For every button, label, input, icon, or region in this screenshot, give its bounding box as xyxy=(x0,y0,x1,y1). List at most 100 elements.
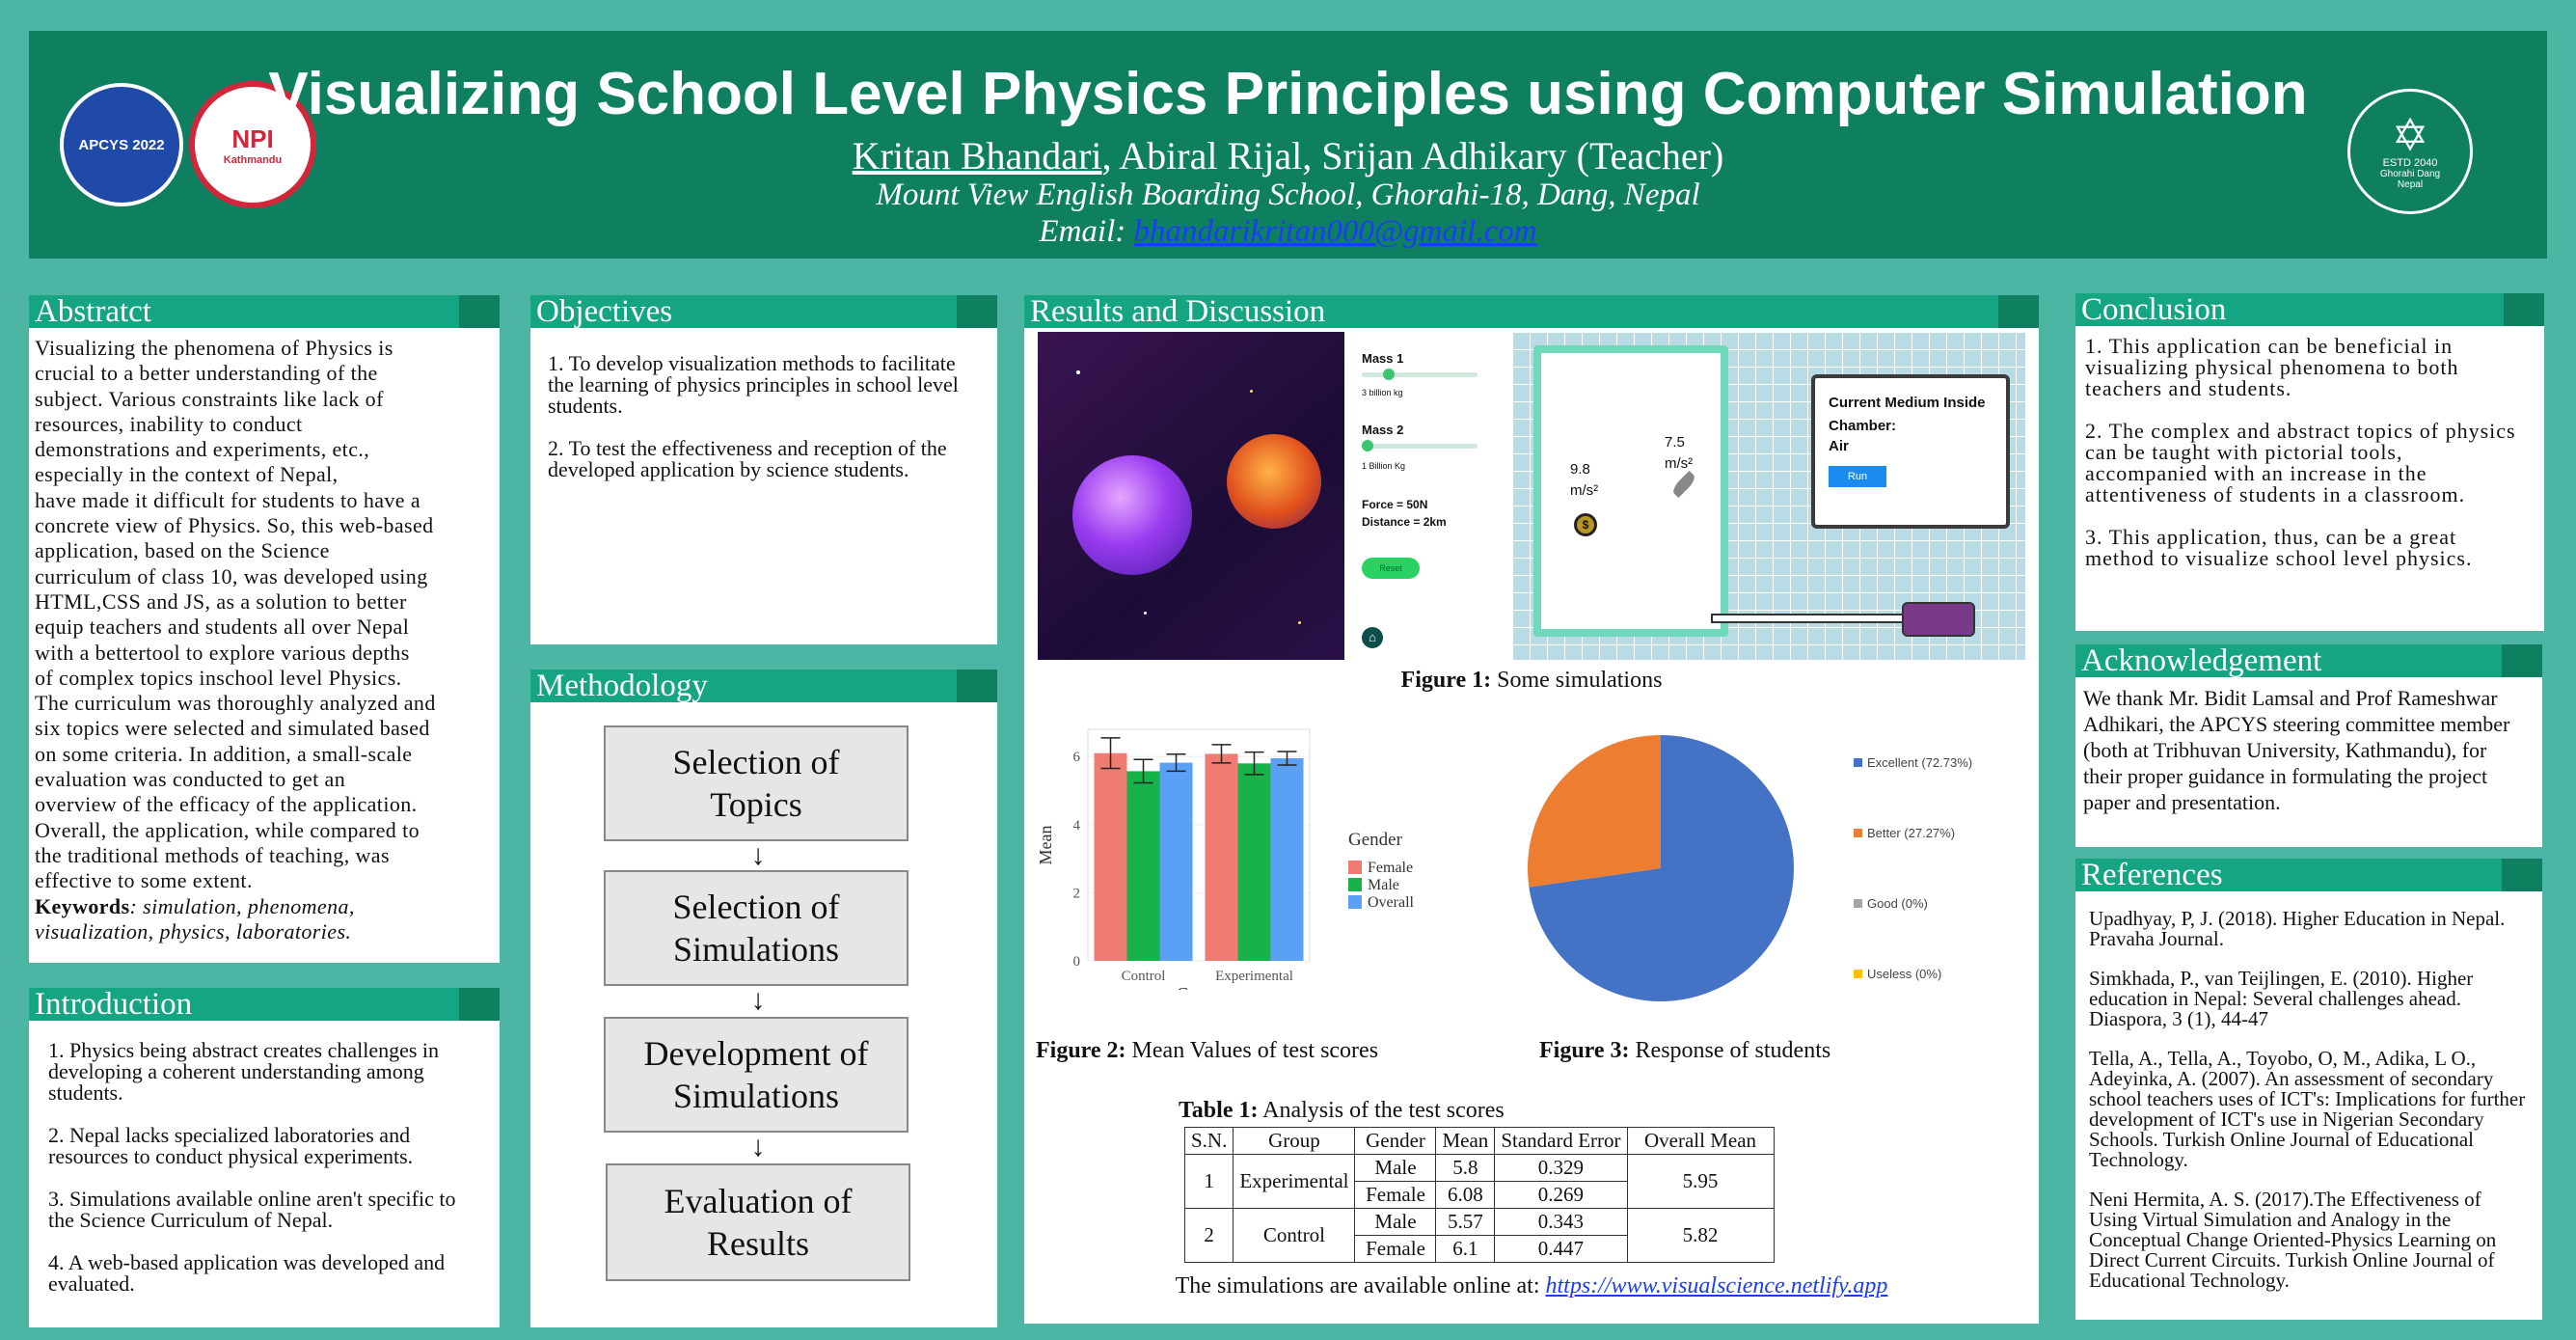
slider-thumb[interactable] xyxy=(1383,369,1395,380)
bar xyxy=(1126,771,1160,961)
list-item: 2. The complex and abstract topics of ph… xyxy=(2085,419,2516,506)
references-heading: References xyxy=(2081,858,2223,892)
table-cell: Female xyxy=(1354,1235,1437,1263)
accel1-unit: m/s² xyxy=(1570,482,1599,499)
method-step-3: Development of Simulations xyxy=(604,1017,908,1133)
abstract-line: Overall, the application, while compared… xyxy=(35,817,420,842)
freefall-simulation: 9.8 m/s² $ 7.5 m/s² Current Medium Insid… xyxy=(1512,332,2025,660)
abstract-line: overview of the efficacy of the applicat… xyxy=(35,792,418,817)
abstract-line: have made it difficult for students to h… xyxy=(35,487,421,512)
list-item: 1. To develop visualization methods to f… xyxy=(548,351,959,418)
y-tick-label: 0 xyxy=(1073,954,1081,970)
abstract-line: of complex topics inschool level Physics… xyxy=(35,665,402,690)
legend-swatch xyxy=(1854,758,1862,767)
email-link[interactable]: bhandarikritan000@gmail.com xyxy=(1133,214,1537,249)
star xyxy=(1076,370,1080,374)
acknowledgement-heading: Acknowledgement xyxy=(2081,643,2322,678)
table-cell: 2 xyxy=(1183,1208,1234,1263)
objectives-section: Objectives 1. To develop visualization m… xyxy=(530,295,997,644)
bar xyxy=(1237,763,1271,961)
online-link[interactable]: https://www.visualscience.netlify.app xyxy=(1545,1273,1888,1299)
slider-thumb[interactable] xyxy=(1362,440,1373,451)
section-heading: Abstratct xyxy=(29,295,500,328)
abstract-line: crucial to a better understanding of the xyxy=(35,361,378,386)
abstract-section: Abstratct Visualizing the phenomena of P… xyxy=(29,295,500,963)
mass1-slider[interactable] xyxy=(1362,369,1478,380)
method-step-label: Selection of Topics xyxy=(672,743,840,824)
column-header: Gender xyxy=(1354,1127,1437,1155)
table-cell: Female xyxy=(1354,1181,1437,1209)
table-cell: 0.343 xyxy=(1494,1208,1628,1236)
fig-label: Figure 2: xyxy=(1036,1038,1126,1063)
abstract-line: six topics were selected and simulated b… xyxy=(35,716,430,741)
other-authors: , Abiral Rijal, Srijan Adhikary (Teacher… xyxy=(1101,134,1724,178)
legend-label: Useless (0%) xyxy=(1867,967,1941,981)
medium-title: Current Medium Inside Chamber: xyxy=(1829,395,1986,434)
table-caption-text: Analysis of the test scores xyxy=(1258,1098,1505,1123)
column-header: Group xyxy=(1233,1127,1356,1155)
school-logo: ✡ ESTD 2040 Ghorahi Dang Nepal xyxy=(2347,89,2473,214)
legend-label: Overall xyxy=(1368,894,1415,911)
email-line: Email: bhandarikritan000@gmail.com xyxy=(29,214,2547,250)
coin-icon: $ xyxy=(1574,513,1597,536)
fig-label: Figure 1: xyxy=(1400,668,1492,693)
accel1-value: 9.8 xyxy=(1570,461,1590,478)
medium-card: Current Medium Inside Chamber: Air Run xyxy=(1811,374,2010,529)
legend-label: Better (27.27%) xyxy=(1867,826,1955,840)
accel2-unit: m/s² xyxy=(1665,455,1694,472)
table-caption: Table 1: Analysis of the test scores xyxy=(1179,1098,1564,1124)
list-item: 3. Simulations available online aren't s… xyxy=(48,1187,456,1232)
conclusion-section: Conclusion 1. This application can be be… xyxy=(2075,293,2544,631)
abstract-line: the traditional methods of teaching, was xyxy=(35,842,390,867)
bar-chart: 0 2 4 6 Control ExperimentalGroup Mean Gender Fe… xyxy=(1036,728,1415,990)
objectives-heading: Objectives xyxy=(536,294,673,329)
mass2-slider[interactable] xyxy=(1362,440,1478,451)
arrow-down-icon: ↓ xyxy=(750,984,766,1016)
y-axis-label: Mean xyxy=(1036,826,1055,865)
star xyxy=(1144,612,1147,615)
simulation-controls: Mass 1 3 billion kg Mass 2 1 Billion Kg … xyxy=(1344,332,1489,660)
abstract-line: application, based on the Science xyxy=(35,538,330,563)
list-item: 2. To test the effectiveness and recepti… xyxy=(548,436,947,481)
legend-swatch xyxy=(1348,878,1362,891)
results-section: Results and Discussion Mass 1 3 billion … xyxy=(1024,295,2039,1324)
table-cell: 1 xyxy=(1183,1154,1234,1209)
references-section: References Upadhyay, P, J. (2018). Highe… xyxy=(2075,859,2542,1320)
table-row: Female 6.1 0.447 xyxy=(1185,1235,1775,1263)
introduction-list: 1. Physics being abstract creates challe… xyxy=(48,1040,486,1316)
table-cell: 0.329 xyxy=(1494,1154,1628,1182)
run-button[interactable]: Run xyxy=(1829,466,1886,487)
column-header: Overall Mean xyxy=(1626,1127,1775,1155)
pie-slice xyxy=(1529,735,1794,1001)
fig-caption-text: Response of students xyxy=(1629,1038,1831,1063)
heading-tab xyxy=(459,295,500,328)
accel2-value: 7.5 xyxy=(1665,434,1685,451)
table-cell: 6.1 xyxy=(1435,1235,1496,1263)
table-cell: Experimental xyxy=(1233,1154,1356,1209)
home-icon[interactable]: ⌂ xyxy=(1362,627,1383,648)
legend-swatch xyxy=(1348,861,1362,874)
online-text: The simulations are available online at: xyxy=(1175,1273,1546,1299)
table-cell: Male xyxy=(1354,1208,1437,1236)
objectives-list: 1. To develop visualization methods to f… xyxy=(548,353,984,502)
abstract-line: subject. Various constraints like lack o… xyxy=(35,386,384,411)
star xyxy=(1250,390,1253,393)
space-simulation xyxy=(1038,332,1344,660)
bar xyxy=(1094,752,1127,961)
table-cell: 5.82 xyxy=(1626,1208,1775,1263)
method-step-label: Development of Simulations xyxy=(643,1034,869,1115)
mass1-value: 3 billion kg xyxy=(1362,388,1403,397)
mass1-label: Mass 1 xyxy=(1362,351,1404,366)
fig-label: Figure 3: xyxy=(1539,1038,1630,1063)
section-heading: Results and Discussion xyxy=(1024,295,2039,328)
figure1-caption: Figure 1: Some simulations xyxy=(1024,668,2039,694)
keywords-text: : simulation, phenomena, xyxy=(129,893,355,918)
pie-chart: Excellent (72.73%) Better (27.27%) Good (0… xyxy=(1528,735,1972,1001)
abstract-line: evaluation was conducted to get an xyxy=(35,767,346,792)
introduction-heading: Introduction xyxy=(35,987,193,1022)
section-heading: Conclusion xyxy=(2075,293,2544,326)
figure2-caption: Figure 2: Mean Values of test scores xyxy=(1036,1038,1441,1064)
reset-button[interactable]: Reset xyxy=(1362,558,1420,579)
y-tick-label: 4 xyxy=(1073,818,1081,834)
heading-tab xyxy=(459,988,500,1021)
